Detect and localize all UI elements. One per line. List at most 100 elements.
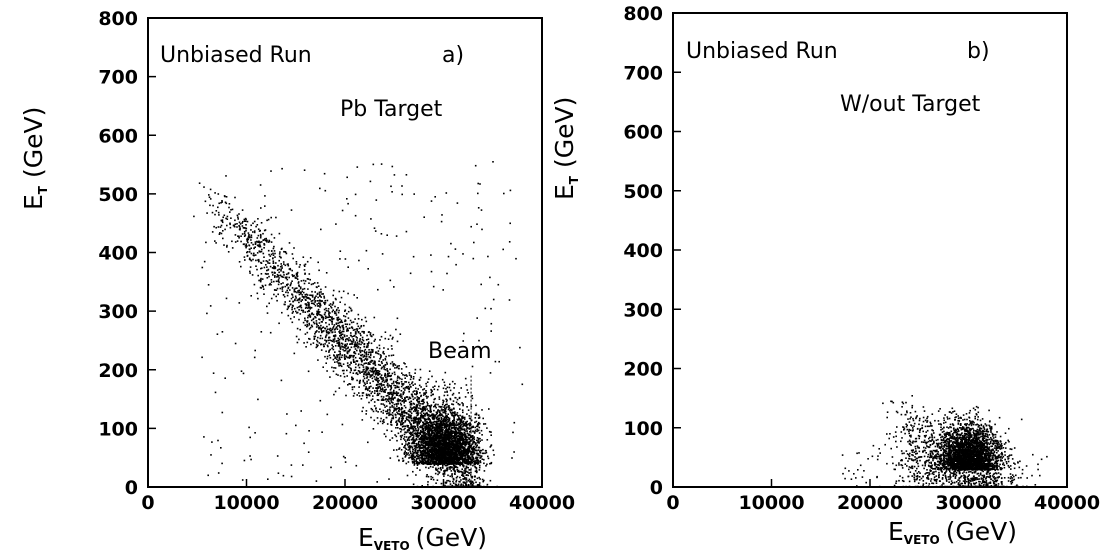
scatter-point [310, 306, 313, 309]
scatter-point [417, 432, 419, 434]
scatter-point [459, 485, 462, 488]
scatter-point [198, 182, 201, 184]
scatter-point [262, 252, 265, 255]
scatter-point [449, 480, 451, 483]
scatter-point [387, 348, 389, 350]
scatter-point [429, 424, 432, 427]
scatter-point [470, 419, 473, 422]
scatter-point [390, 423, 392, 426]
scatter-point [234, 234, 237, 236]
scatter-point [385, 410, 387, 413]
scatter-point [459, 476, 461, 479]
scatter-point [375, 373, 377, 375]
scatter-point [331, 328, 334, 331]
scatter-point [303, 282, 306, 285]
scatter-point [376, 394, 379, 397]
scatter-point [243, 230, 246, 233]
scatter-point [466, 462, 469, 465]
scatter-point [369, 363, 371, 365]
scatter-point [379, 364, 381, 366]
scatter-point [417, 435, 420, 437]
scatter-point [329, 303, 332, 305]
scatter-point [333, 354, 335, 356]
scatter-point [391, 401, 393, 404]
scatter-point [360, 343, 362, 346]
scatter-point [294, 299, 296, 302]
scatter-point [450, 466, 452, 469]
scatter-point [313, 335, 315, 338]
scatter-point [487, 457, 490, 460]
scatter-point [374, 369, 377, 371]
scatter-point [443, 424, 446, 426]
scatter-point [415, 406, 418, 409]
scatter-point [348, 366, 350, 368]
scatter-point [358, 386, 360, 388]
scatter-point [218, 202, 220, 205]
scatter-point [424, 425, 426, 428]
scatter-point [446, 464, 448, 467]
scatter-point [430, 447, 432, 449]
scatter-point [437, 434, 439, 437]
scatter-point [449, 409, 451, 412]
scatter-point [337, 359, 340, 362]
scatter-point [425, 418, 427, 421]
scatter-point [219, 232, 221, 234]
scatter-point [334, 297, 337, 300]
scatter-point [360, 398, 363, 400]
scatter-point [370, 399, 373, 402]
scatter-point [431, 422, 433, 424]
scatter-point [395, 393, 398, 395]
scatter-point [341, 369, 344, 372]
scatter-point [446, 418, 449, 421]
scatter-point [440, 422, 443, 425]
scatter-point [401, 400, 403, 403]
scatter-point [442, 420, 445, 423]
scatter-point [410, 375, 412, 377]
scatter-point [446, 403, 448, 406]
scatter-point [375, 410, 378, 412]
scatter-point [368, 393, 370, 396]
scatter-point [365, 346, 368, 349]
scatter-point [408, 414, 410, 416]
scatter-point [464, 482, 466, 484]
scatter-point [352, 358, 355, 361]
scatter-point [350, 321, 353, 324]
scatter-point [339, 301, 341, 303]
scatter-point [390, 398, 393, 400]
scatter-point [322, 293, 324, 295]
scatter-point [478, 484, 481, 486]
scatter-point [461, 409, 464, 411]
scatter-point [469, 445, 471, 448]
scatter-point [474, 443, 477, 446]
scatter-point [344, 319, 347, 321]
scatter-point [452, 477, 455, 480]
scatter-point [291, 308, 293, 311]
scatter-point [448, 485, 451, 488]
scatter-point [273, 289, 276, 291]
scatter-point [355, 343, 358, 346]
scatter-point [461, 471, 463, 474]
scatter-point [339, 352, 341, 355]
scatter-point [464, 425, 467, 427]
scatter-point [426, 433, 428, 435]
scatter-point [437, 418, 440, 421]
scatter-point [221, 221, 224, 224]
scatter-point [474, 470, 477, 473]
scatter-point [457, 453, 459, 456]
scatter-point [278, 232, 281, 235]
scatter-point [468, 448, 470, 450]
scatter-point [342, 348, 344, 351]
scatter-point [358, 327, 361, 330]
scatter-point [426, 404, 429, 407]
scatter-point [223, 244, 225, 246]
scatter-point [398, 407, 400, 409]
scatter-point [454, 459, 457, 461]
scatter-point [455, 448, 457, 450]
scatter-point [243, 220, 246, 222]
scatter-point [372, 395, 374, 397]
scatter-point [444, 384, 446, 387]
scatter-point [342, 338, 344, 341]
scatter-point [479, 485, 482, 488]
scatter-point [367, 338, 370, 340]
scatter-point [339, 375, 342, 377]
